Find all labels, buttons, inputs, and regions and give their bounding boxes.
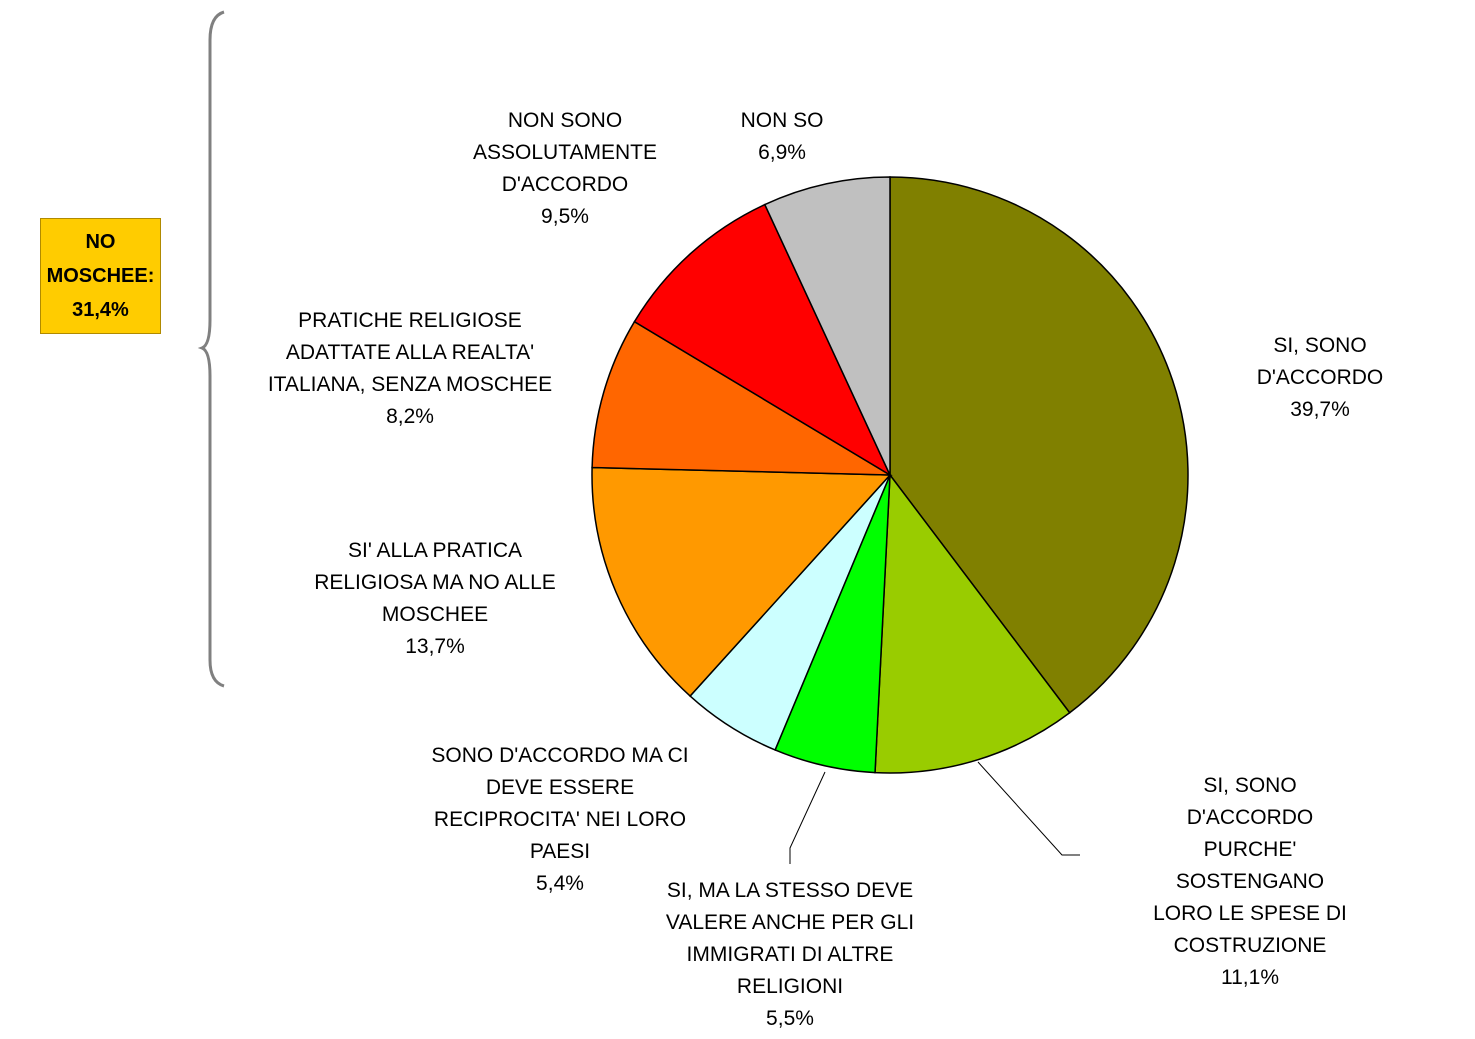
value-label: 9,5% (541, 205, 589, 228)
slice-label: NON SO 6,9% (741, 105, 824, 169)
pie-slice (591, 466, 892, 698)
leader-line (977, 761, 1080, 856)
slice-label: SI, MA LA STESSO DEVE VALERE ANCHE PER G… (666, 875, 914, 1035)
category-label: SI' ALLA PRATICA RELIGIOSA MA NO ALLE MO… (314, 539, 556, 626)
slice-label: PRATICHE RELIGIOSE ADATTATE ALLA REALTA'… (268, 305, 552, 433)
value-label: 5,4% (536, 872, 584, 895)
pie-slice (889, 176, 1189, 714)
value-label: 5,5% (766, 1007, 814, 1030)
leader-line (789, 771, 826, 864)
value-label: 13,7% (405, 635, 465, 658)
value-label: 6,9% (758, 141, 806, 164)
pie-slice (591, 320, 893, 476)
slice-label: SI' ALLA PRATICA RELIGIOSA MA NO ALLE MO… (314, 535, 556, 663)
brace (197, 10, 225, 688)
value-label: 11,1% (1221, 966, 1279, 989)
category-label: NON SONO ASSOLUTAMENTE D'ACCORDO (473, 109, 657, 196)
value-label: 39,7% (1290, 398, 1350, 421)
category-label: SONO D'ACCORDO MA CI DEVE ESSERE RECIPRO… (431, 744, 689, 863)
pie-slice (763, 176, 891, 476)
value-label: 8,2% (386, 405, 434, 428)
pie-slice (874, 472, 1071, 774)
category-label: PRATICHE RELIGIOSE ADATTATE ALLA REALTA'… (267, 309, 553, 396)
slice-label: SI, SONO D'ACCORDO PURCHE' SOSTENGANO LO… (1138, 770, 1363, 994)
slice-label: SI, SONO D'ACCORDO 39,7% (1243, 330, 1398, 426)
slice-label: NON SONO ASSOLUTAMENTE D'ACCORDO 9,5% (473, 105, 657, 233)
annotation-box: NO MOSCHEE: 31,4% (40, 218, 161, 334)
pie-slice (633, 203, 892, 477)
slice-label: SONO D'ACCORDO MA CI DEVE ESSERE RECIPRO… (431, 740, 688, 900)
category-label: SI, SONO D'ACCORDO (1256, 334, 1384, 389)
category-label: NON SO (740, 109, 824, 132)
category-label: SI, SONO D'ACCORDO PURCHE' SOSTENGANO LO… (1153, 774, 1347, 957)
category-label: SI, MA LA STESSO DEVE VALERE ANCHE PER G… (665, 879, 915, 998)
